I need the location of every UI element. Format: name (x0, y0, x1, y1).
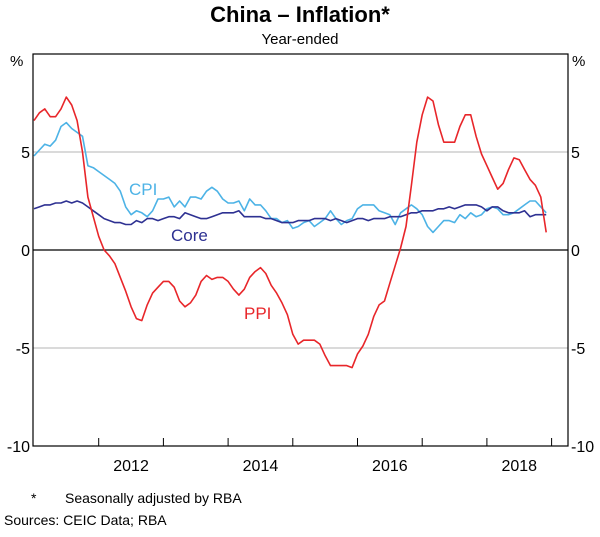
y-tick-label-left: 5 (21, 145, 30, 162)
y-tick-label-right: 5 (571, 145, 580, 162)
y-tick-label-right: -10 (571, 439, 594, 456)
y-tick-label-left: -10 (7, 439, 30, 456)
x-tick-label: 2018 (501, 458, 537, 475)
chart-title: China – Inflation* (210, 2, 390, 27)
series-line-ppi (33, 96, 547, 369)
series-label-core: Core (171, 226, 208, 245)
chart-subtitle: Year-ended (261, 31, 338, 48)
y-unit-left: % (10, 53, 23, 70)
footnote-marker: * (31, 490, 37, 506)
series-label-cpi: CPI (129, 180, 157, 199)
x-tick-label: 2016 (372, 458, 408, 475)
y-tick-label-right: -5 (571, 341, 585, 358)
x-tick-label: 2012 (113, 458, 149, 475)
y-tick-label-left: 0 (21, 243, 30, 260)
plot-frame (32, 53, 569, 447)
series-line-core (33, 200, 547, 226)
series-line-cpi (33, 121, 547, 234)
footnote: Seasonally adjusted by RBA (65, 490, 242, 506)
y-tick-label-right: 0 (571, 243, 580, 260)
x-tick-label: 2014 (243, 458, 279, 475)
y-tick-label-left: -5 (16, 341, 30, 358)
y-unit-right: % (572, 53, 585, 70)
series-label-ppi: PPI (244, 304, 271, 323)
sources: Sources: CEIC Data; RBA (4, 512, 167, 528)
